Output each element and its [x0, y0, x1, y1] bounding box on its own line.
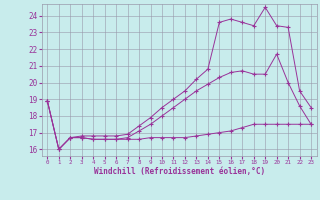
X-axis label: Windchill (Refroidissement éolien,°C): Windchill (Refroidissement éolien,°C): [94, 167, 265, 176]
